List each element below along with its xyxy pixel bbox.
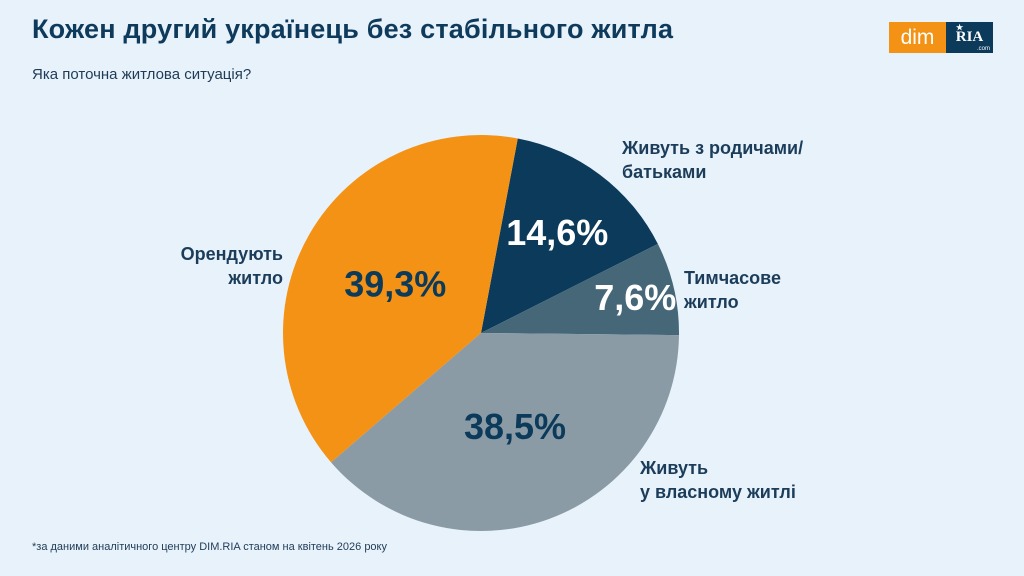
slice-temporary (481, 243, 679, 336)
value-relatives: 14,6% (506, 212, 608, 253)
value-renting: 39,3% (344, 264, 446, 305)
value-own-home: 38,5% (464, 406, 566, 447)
page-subtitle: Яка поточна житлова ситуація? (32, 66, 252, 83)
logo-ria-text: RIA (955, 29, 984, 45)
dimria-logo[interactable]: dim ★ RIA .com (889, 22, 993, 53)
logo-ria-part: ★ RIA .com (946, 22, 993, 53)
label-own-home: Живуть у власному житлі (640, 458, 796, 502)
logo-star-icon: ★ (956, 23, 964, 32)
logo-dim-part: dim (889, 22, 946, 53)
label-relatives: Живуть з родичами/ батьками (622, 138, 804, 182)
page-title: Кожен другий українець без стабільного ж… (32, 14, 674, 44)
slice-own-home (331, 333, 679, 531)
footnote: *за даними аналітичного центру DIM.RIA с… (32, 541, 387, 553)
label-temporary: Тимчасове житло (684, 268, 781, 312)
slice-renting (282, 135, 518, 463)
label-renting: Орендують житло (180, 244, 283, 288)
value-temporary: 7,6% (594, 277, 676, 318)
logo-com-text: .com (976, 46, 990, 52)
slice-relatives (481, 138, 658, 333)
